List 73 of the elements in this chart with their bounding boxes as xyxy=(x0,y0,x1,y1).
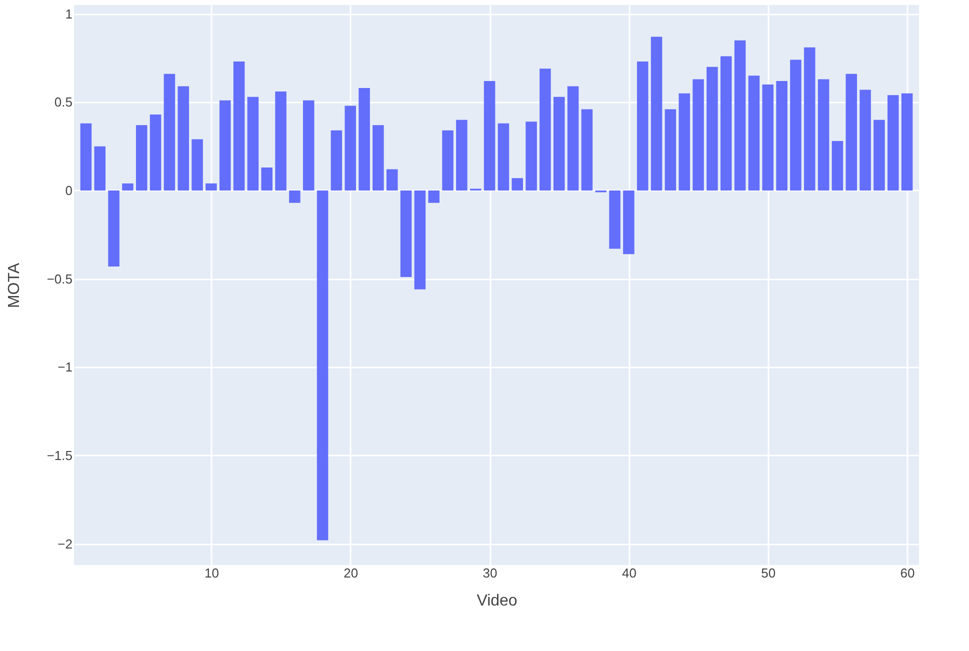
y-tick-label: −0.5 xyxy=(46,271,72,286)
bar xyxy=(386,169,398,190)
bar xyxy=(832,141,844,190)
bar xyxy=(526,122,537,190)
bar xyxy=(901,93,913,190)
bar xyxy=(776,80,788,190)
bar xyxy=(692,79,704,190)
bar xyxy=(498,123,510,190)
bar xyxy=(762,84,774,190)
bar xyxy=(484,80,496,190)
bar xyxy=(233,62,245,190)
bar xyxy=(846,74,858,190)
bar xyxy=(720,56,732,190)
bar xyxy=(678,93,690,190)
bar xyxy=(219,100,231,190)
bar xyxy=(122,183,134,190)
bar xyxy=(650,36,662,190)
bar xyxy=(80,123,92,190)
bar xyxy=(206,183,217,190)
bar xyxy=(150,114,162,190)
bar xyxy=(372,125,384,190)
bar xyxy=(734,40,746,190)
bar xyxy=(442,130,454,190)
x-tick-label: 30 xyxy=(482,566,498,580)
y-tick-label: −1 xyxy=(58,360,72,375)
bar xyxy=(636,62,648,190)
bar xyxy=(567,86,579,190)
bar xyxy=(609,190,620,249)
bar xyxy=(275,92,286,190)
bar xyxy=(164,74,176,190)
x-tick-label: 20 xyxy=(344,566,358,580)
bar xyxy=(344,106,356,190)
y-tick-label: 0.5 xyxy=(54,94,72,110)
bar xyxy=(790,60,802,190)
bar xyxy=(540,68,551,190)
bar xyxy=(860,90,871,190)
bar xyxy=(289,190,300,203)
bar xyxy=(178,86,190,190)
bar xyxy=(414,190,426,290)
x-tick-label: 10 xyxy=(204,566,219,580)
bar xyxy=(428,190,440,203)
y-tick-label: 0 xyxy=(65,182,72,198)
bar xyxy=(302,100,314,190)
bar xyxy=(874,120,885,190)
bar xyxy=(136,125,148,190)
bar xyxy=(553,96,565,190)
bar xyxy=(261,168,273,190)
bar xyxy=(706,66,718,190)
bar xyxy=(804,47,816,190)
bar xyxy=(887,95,899,190)
bar xyxy=(330,130,342,190)
bar xyxy=(581,109,593,190)
y-tick-label: −1.5 xyxy=(46,448,72,463)
bar xyxy=(108,190,120,266)
bar xyxy=(664,109,676,190)
bar xyxy=(818,79,830,190)
bar xyxy=(456,120,468,190)
bar xyxy=(512,178,524,190)
x-tick-label: 50 xyxy=(761,566,776,580)
bar xyxy=(358,88,370,190)
y-tick-label: −2 xyxy=(58,536,72,552)
y-tick-label: 1 xyxy=(65,6,72,22)
x-tick-label: 40 xyxy=(622,566,636,580)
y-axis-title: MOTA xyxy=(6,262,23,308)
x-tick-label: 60 xyxy=(900,566,915,580)
x-axis-title: Video xyxy=(476,592,518,610)
bar xyxy=(748,76,760,190)
bar xyxy=(400,190,412,278)
bar xyxy=(247,96,259,190)
bar xyxy=(623,190,634,254)
bar xyxy=(192,139,203,190)
bar xyxy=(94,146,106,190)
bar xyxy=(316,190,328,540)
